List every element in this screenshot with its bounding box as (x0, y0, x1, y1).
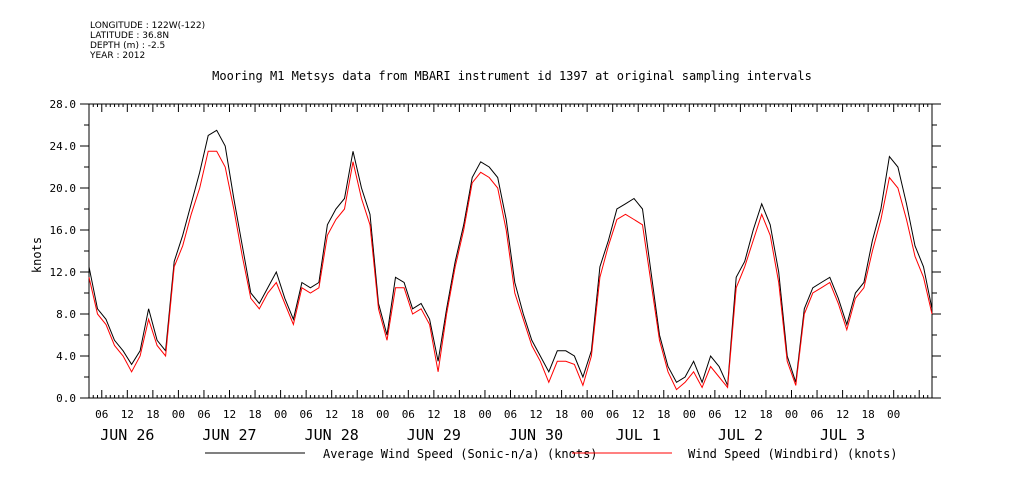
y-tick-label: 4.0 (56, 350, 76, 363)
axis-ticks (80, 103, 941, 399)
x-tick-label: 18 (759, 408, 772, 421)
legend: Average Wind Speed (Sonic-n/a) (knots) W… (205, 447, 898, 461)
depth-text: DEPTH (m) : -2.5 (90, 41, 166, 51)
x-tick-label: 18 (453, 408, 466, 421)
date-labels: JUN 26 JUN 27 JUN 28 JUN 29 JUN 30 JUL 1 JUL 2… (100, 426, 865, 444)
legend-label-average-wind-speed: Average Wind Speed (Sonic-n/a) (knots) (323, 447, 598, 461)
x-tick-label: 00 (581, 408, 594, 421)
date-label: JUN 30 (509, 426, 563, 444)
y-tick-labels: 0.0 4.0 8.0 12.0 16.0 20.0 24.0 28.0 (50, 98, 77, 405)
legend-label-windbird-wind-speed: Wind Speed (Windbird) (knots) (688, 447, 898, 461)
chart-title: Mooring M1 Metsys data from MBARI instru… (212, 69, 812, 83)
x-tick-label: 12 (734, 408, 747, 421)
y-tick-label: 8.0 (56, 308, 76, 321)
x-tick-label: 00 (683, 408, 696, 421)
x-tick-label: 06 (197, 408, 210, 421)
date-label: JUL 1 (616, 426, 661, 444)
x-tick-label: 18 (351, 408, 364, 421)
longitude-text: LONGITUDE : 122W(-122) (90, 21, 206, 31)
x-tick-label: 00 (785, 408, 798, 421)
date-label: JUL 2 (718, 426, 763, 444)
latitude-text: LATITUDE : 36.8N (90, 31, 170, 41)
y-tick-label: 28.0 (50, 98, 77, 111)
y-tick-label: 24.0 (50, 140, 77, 153)
x-tick-label: 12 (223, 408, 236, 421)
x-tick-label: 18 (146, 408, 159, 421)
x-tick-label: 06 (708, 408, 721, 421)
x-tick-label: 00 (887, 408, 900, 421)
y-tick-label: 12.0 (50, 266, 77, 279)
series-line-average-wind-speed (88, 129, 933, 386)
x-tick-label: 00 (478, 408, 491, 421)
x-tick-label: 18 (555, 408, 568, 421)
x-tick-labels: 06 12 18 00 06 12 18 00 06 12 18 00 06 12 18 00 06 12 18 00… (95, 408, 900, 421)
metadata-block: LONGITUDE : 122W(-122) LATITUDE : 36.8N … (90, 21, 205, 61)
x-tick-label: 12 (427, 408, 440, 421)
x-tick-label: 00 (376, 408, 389, 421)
y-tick-label: 20.0 (50, 182, 77, 195)
x-tick-label: 18 (248, 408, 261, 421)
x-tick-label: 12 (632, 408, 645, 421)
x-tick-label: 00 (172, 408, 185, 421)
x-tick-label: 06 (402, 408, 415, 421)
x-tick-label: 06 (504, 408, 517, 421)
x-tick-label: 18 (657, 408, 670, 421)
x-tick-label: 12 (529, 408, 542, 421)
x-tick-label: 06 (95, 408, 108, 421)
date-label: JUN 27 (202, 426, 256, 444)
y-tick-label: 16.0 (50, 224, 77, 237)
x-tick-label: 00 (274, 408, 287, 421)
x-tick-label: 12 (121, 408, 134, 421)
y-axis-label: knots (30, 237, 44, 273)
x-tick-label: 06 (606, 408, 619, 421)
date-label: JUN 29 (407, 426, 461, 444)
series-lines (88, 129, 933, 391)
date-label: JUN 26 (100, 426, 154, 444)
x-tick-label: 18 (862, 408, 875, 421)
y-tick-label: 0.0 (56, 392, 76, 405)
x-tick-label: 06 (810, 408, 823, 421)
x-tick-label: 12 (836, 408, 849, 421)
x-tick-label: 12 (325, 408, 338, 421)
date-label: JUL 3 (820, 426, 865, 444)
date-label: JUN 28 (305, 426, 359, 444)
x-tick-label: 06 (300, 408, 313, 421)
year-text: YEAR : 2012 (90, 51, 146, 61)
series-line-windbird-wind-speed (88, 150, 933, 391)
